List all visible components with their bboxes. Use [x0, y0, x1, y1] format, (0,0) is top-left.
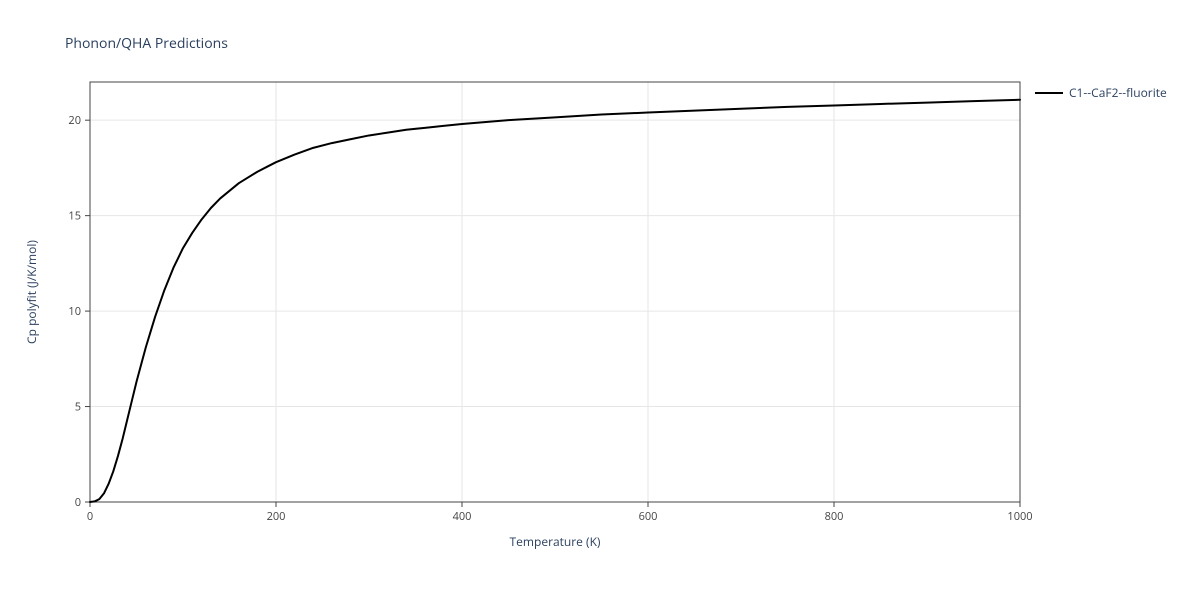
- y-tick-label: 20: [68, 113, 81, 128]
- legend-label: C1--CaF2--fluorite: [1069, 84, 1167, 101]
- x-tick-label: 800: [825, 509, 844, 524]
- x-tick-label: 0: [87, 509, 93, 524]
- chart-svg: 0 200 400 600 800 1000 0 5 10 15 20 Temperature (K)…: [0, 0, 1200, 600]
- legend: C1--CaF2--fluorite: [1035, 84, 1167, 101]
- x-tick-label: 600: [639, 509, 658, 524]
- chart-title: Phonon/QHA Predictions: [65, 34, 228, 53]
- y-tick-label: 0: [75, 495, 81, 510]
- x-tick-label: 200: [267, 509, 286, 524]
- y-axis-label: Cp polyfit (J/K/mol): [23, 240, 40, 344]
- x-tick-label: 400: [453, 509, 472, 524]
- y-tick-label: 5: [75, 400, 81, 415]
- x-axis-label: Temperature (K): [510, 533, 601, 550]
- y-tick-label: 15: [68, 209, 81, 224]
- legend-swatch: [1035, 92, 1063, 94]
- y-tick-label: 10: [68, 304, 81, 319]
- chart-container: Phonon/QHA Predictions 02004006008001000…: [0, 0, 1200, 600]
- x-tick-label: 1000: [1007, 509, 1032, 524]
